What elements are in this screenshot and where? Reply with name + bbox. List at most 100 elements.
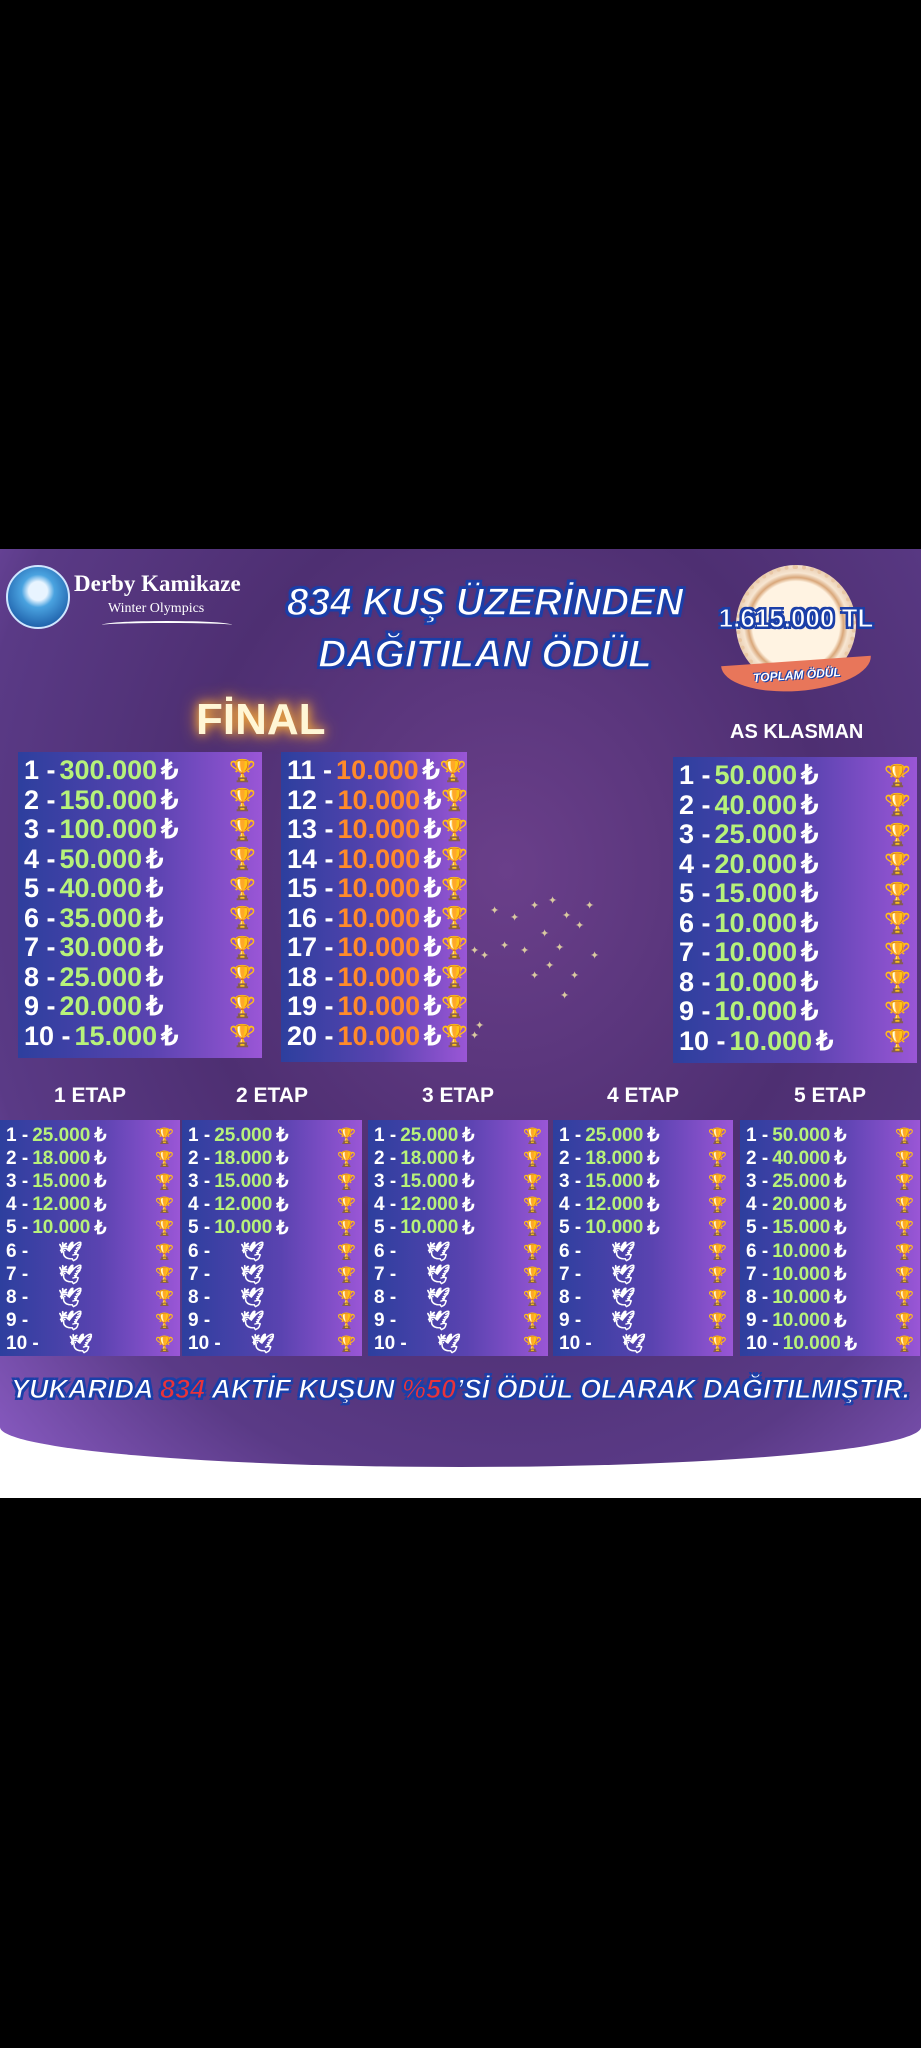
trophy-icon: 🏆 bbox=[439, 757, 467, 783]
prize-amount: 10.000 bbox=[337, 961, 421, 992]
prize-row: 9 -20.000 ₺ 🏆 bbox=[24, 991, 256, 1022]
prize-amount: 10.000 bbox=[714, 966, 798, 997]
rank: 9 - bbox=[679, 996, 711, 1027]
prize-row: 7 - 🕊 🏆 bbox=[559, 1263, 727, 1286]
rank: 1 - bbox=[559, 1124, 582, 1146]
prize-row: 1 -25.000 ₺ 🏆 bbox=[374, 1124, 542, 1147]
prize-row: 2 -150.000 ₺ 🏆 bbox=[24, 785, 256, 816]
trophy-icon: 🏆 bbox=[229, 964, 256, 990]
rank: 10 - bbox=[559, 1333, 592, 1355]
trophy-icon: 🏆 bbox=[229, 875, 256, 901]
lira-icon: ₺ bbox=[146, 843, 164, 874]
prize-row: 6 -10.000 ₺ 🏆 bbox=[679, 907, 911, 939]
trophy-icon: 🏆 bbox=[337, 1313, 356, 1331]
prize-row: 5 -15.000 ₺ 🏆 bbox=[746, 1217, 914, 1240]
trophy-icon: 🏆 bbox=[441, 905, 469, 931]
prize-row: 8 -25.000 ₺ 🏆 bbox=[24, 962, 256, 993]
rank: 15 - bbox=[287, 873, 334, 904]
lira-icon: ₺ bbox=[146, 991, 164, 1022]
rank: 3 - bbox=[559, 1170, 582, 1192]
trophy-icon: 🏆 bbox=[337, 1243, 356, 1261]
rank: 7 - bbox=[746, 1263, 769, 1285]
rank: 1 - bbox=[679, 760, 711, 791]
trophy-icon: 🏆 bbox=[441, 934, 469, 960]
lira-icon: ₺ bbox=[462, 1171, 475, 1193]
trophy-icon: 🏆 bbox=[895, 1127, 914, 1145]
bird-icon: ✦ bbox=[575, 920, 585, 932]
trophy-icon: 🏆 bbox=[523, 1150, 542, 1168]
lira-icon: ₺ bbox=[424, 932, 442, 963]
lira-icon: ₺ bbox=[276, 1125, 289, 1147]
prize-row: 4 -12.000 ₺ 🏆 bbox=[188, 1194, 356, 1217]
prize-amount: 35.000 bbox=[59, 902, 143, 933]
trophy-icon: 🏆 bbox=[441, 993, 469, 1019]
rank: 5 - bbox=[679, 878, 711, 909]
rank: 5 - bbox=[188, 1217, 211, 1239]
bird-icon: ✦ bbox=[590, 950, 600, 962]
trophy-icon: 🏆 bbox=[884, 880, 911, 906]
prize-amount: 10.000 bbox=[336, 755, 419, 786]
trophy-icon: 🏆 bbox=[523, 1173, 542, 1191]
dove-icon: 🕊 bbox=[250, 1334, 275, 1356]
trophy-icon: 🏆 bbox=[895, 1173, 914, 1191]
lira-icon: ₺ bbox=[801, 966, 819, 997]
prize-amount: 300.000 bbox=[59, 755, 158, 786]
prize-amount: 10.000 bbox=[337, 902, 421, 933]
etap-table: 1 -25.000 ₺ 🏆 2 -18.000 ₺ 🏆 3 -15.000 ₺ 🏆 4 -12.0… bbox=[0, 1120, 180, 1356]
prize-amount: 25.000 bbox=[32, 1124, 91, 1146]
prize-row: 5 -10.000 ₺ 🏆 bbox=[559, 1217, 727, 1240]
trophy-icon: 🏆 bbox=[523, 1220, 542, 1238]
etap-label: 5 ETAP bbox=[794, 1084, 866, 1107]
lira-icon: ₺ bbox=[801, 878, 819, 909]
prize-amount: 10.000 bbox=[337, 814, 421, 845]
prize-amount: 18.000 bbox=[400, 1147, 459, 1169]
lira-icon: ₺ bbox=[424, 991, 442, 1022]
rank: 5 - bbox=[746, 1217, 769, 1239]
trophy-icon: 🏆 bbox=[155, 1220, 174, 1238]
lira-icon: ₺ bbox=[647, 1217, 660, 1239]
trophy-icon: 🏆 bbox=[337, 1336, 356, 1354]
prize-amount: 25.000 bbox=[585, 1124, 644, 1146]
rank: 9 - bbox=[6, 1310, 29, 1332]
rank: 6 - bbox=[6, 1240, 29, 1262]
prize-amount: 10.000 bbox=[772, 1263, 831, 1285]
prize-row: 2 -18.000 ₺ 🏆 bbox=[188, 1147, 356, 1170]
lira-icon: ₺ bbox=[801, 760, 819, 791]
rank: 1 - bbox=[24, 755, 56, 786]
prize-amount: 50.000 bbox=[714, 760, 798, 791]
footer-text: ’Sİ ÖDÜL OLARAK DAĞITILMIŞTIR. bbox=[456, 1374, 911, 1405]
prize-amount: 15.000 bbox=[214, 1170, 273, 1192]
prize-amount: 10.000 bbox=[32, 1217, 91, 1239]
prize-row: 3 -15.000 ₺ 🏆 bbox=[6, 1170, 174, 1193]
prize-row: 8 -10.000 ₺ 🏆 bbox=[679, 966, 911, 998]
rank: 18 - bbox=[287, 961, 334, 992]
rank: 5 - bbox=[24, 873, 56, 904]
prize-row: 6 - 🕊 🏆 bbox=[188, 1240, 356, 1263]
rank: 10 - bbox=[679, 1025, 726, 1056]
dove-icon: 🕊 bbox=[58, 1264, 83, 1286]
lira-icon: ₺ bbox=[801, 907, 819, 938]
logo-swoosh bbox=[102, 621, 232, 629]
trophy-icon: 🏆 bbox=[155, 1150, 174, 1168]
prize-row: 4 -12.000 ₺ 🏆 bbox=[374, 1194, 542, 1217]
dove-icon: 🕊 bbox=[58, 1287, 83, 1309]
prize-row: 9 - 🕊 🏆 bbox=[374, 1310, 542, 1333]
prize-row: 10 - 🕊 🏆 bbox=[188, 1333, 356, 1356]
lira-icon: ₺ bbox=[161, 1020, 179, 1051]
lira-icon: ₺ bbox=[146, 873, 164, 904]
trophy-icon: 🏆 bbox=[895, 1313, 914, 1331]
prize-amount: 18.000 bbox=[214, 1147, 273, 1169]
total-prize-badge: 1.615.000 TL TOPLAM ÖDÜL bbox=[712, 565, 880, 705]
rank: 4 - bbox=[374, 1194, 397, 1216]
dove-icon: 🕊 bbox=[240, 1287, 265, 1309]
lira-icon: ₺ bbox=[94, 1194, 107, 1216]
lira-icon: ₺ bbox=[424, 902, 442, 933]
trophy-icon: 🏆 bbox=[708, 1220, 727, 1238]
lira-icon: ₺ bbox=[834, 1287, 847, 1309]
prize-row: 4 -20.000 ₺ 🏆 bbox=[679, 849, 911, 880]
prize-row: 10 - 🕊 🏆 bbox=[559, 1333, 727, 1356]
etap-table: 1 -25.000 ₺ 🏆 2 -18.000 ₺ 🏆 3 -15.000 ₺ 🏆 4 -12.0… bbox=[553, 1120, 733, 1356]
prize-row: 2 -18.000 ₺ 🏆 bbox=[374, 1147, 542, 1170]
rank: 9 - bbox=[559, 1310, 582, 1332]
rank: 7 - bbox=[679, 937, 711, 968]
